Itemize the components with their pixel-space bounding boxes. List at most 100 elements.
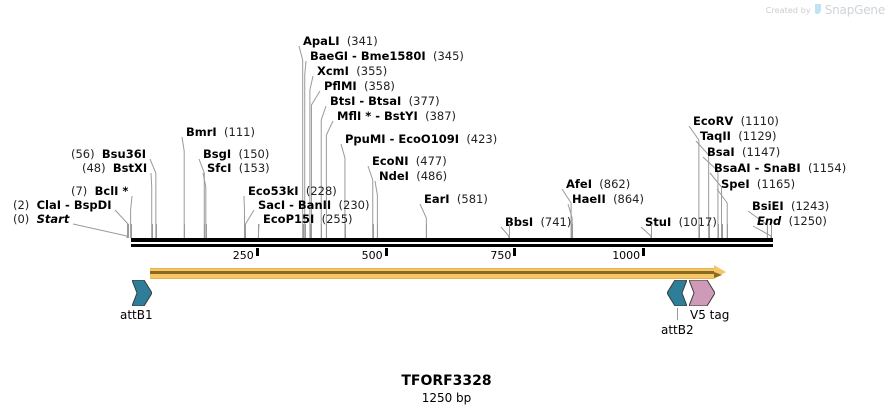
enzyme-label-end[interactable]: End (1250) [757, 215, 827, 227]
enzyme-name-separator: - [355, 94, 369, 108]
restriction-site-tick-xcmi [310, 224, 311, 238]
enzyme-name-separator: - [385, 132, 399, 146]
enzyme-name: ApaLI [303, 34, 340, 48]
restriction-site-tick-start [127, 224, 128, 238]
enzyme-label-bstxi[interactable]: (48) BstXI [82, 162, 147, 174]
enzyme-name-separator: - [371, 109, 385, 123]
enzyme-label-eari[interactable]: EarI (581) [424, 193, 488, 205]
enzyme-name: BsaAI [714, 161, 751, 175]
feature-arrow-attb2[interactable] [667, 280, 687, 306]
feature-arrow-v5-tag[interactable] [689, 280, 715, 306]
enzyme-position: (111) [224, 125, 255, 139]
enzyme-position: (1129) [738, 129, 777, 143]
sequence-backbone-bottom [131, 244, 773, 247]
enzyme-label-bsaai-snabi[interactable]: BsaAI - SnaBI (1154) [714, 162, 846, 174]
enzyme-position: (355) [356, 64, 388, 78]
enzyme-label-xcmi[interactable]: XcmI (355) [317, 65, 387, 77]
enzyme-position: (862) [599, 177, 631, 191]
enzyme-name: PflMI [324, 79, 357, 93]
restriction-site-tick-btsi-btsai [321, 224, 322, 238]
restriction-site-tick-apali [303, 224, 304, 238]
enzyme-label-btsi-btsai[interactable]: BtsI - BtsaI (377) [330, 95, 440, 107]
enzyme-name: BspDI [73, 198, 112, 212]
enzyme-name: BstXI [112, 161, 148, 175]
feature-arrow-attb1[interactable] [132, 280, 152, 306]
restriction-site-tick-bsgi [204, 224, 205, 238]
enzyme-label-bsai[interactable]: BsaI (1147) [707, 146, 780, 158]
enzyme-position: (486) [416, 169, 448, 183]
enzyme-label-bcli[interactable]: (7) BclI * [71, 185, 128, 197]
restriction-site-tick-bcli [131, 224, 132, 238]
enzyme-label-pflmi[interactable]: PflMI (358) [324, 80, 395, 92]
enzyme-label-bsu36i[interactable]: (56) Bsu36I [71, 148, 146, 160]
enzyme-name: Eco53kI [248, 184, 299, 198]
restriction-site-tick-afei [571, 224, 572, 238]
enzyme-position: (477) [415, 154, 447, 168]
enzyme-label-haeii[interactable]: HaeII (864) [572, 193, 644, 205]
enzyme-name: BtsI [330, 94, 356, 108]
enzyme-label-bsgi[interactable]: BsgI (150) [203, 148, 269, 160]
enzyme-name: BsaI [707, 145, 735, 159]
enzyme-name: Bsu36I [101, 147, 147, 161]
enzyme-name: EcoP15I [263, 212, 315, 226]
enzyme-label-baegi-bme[interactable]: BaeGI - Bme1580I (345) [310, 50, 464, 62]
restriction-site-tick-bsai [718, 224, 719, 238]
enzyme-position: (358) [364, 79, 395, 93]
enzyme-position: (56) [71, 147, 95, 161]
enzyme-position: (1147) [741, 145, 781, 159]
ruler-label-750: 750 [490, 249, 512, 262]
sequence-length-label: 1250 bp [421, 391, 472, 405]
enzyme-label-mfli-bstyi[interactable]: MflI * - BstYI (387) [337, 110, 456, 122]
enzyme-label-saci-banii[interactable]: SacI - BanII (230) [258, 199, 369, 211]
ruler-tick-500 [384, 248, 388, 256]
feature-label-v5-tag: V5 tag [690, 308, 730, 322]
enzyme-label-ecorv[interactable]: EcoRV (1110) [693, 115, 779, 127]
enzyme-label-bbsi[interactable]: BbsI (741) [505, 216, 571, 228]
enzyme-label-apali[interactable]: ApaLI (341) [303, 35, 378, 47]
enzyme-position: (377) [408, 94, 440, 108]
enzyme-name: End [757, 214, 782, 228]
restriction-site-tick-ppumi-eco [345, 224, 346, 238]
enzyme-label-econi[interactable]: EcoNI (477) [372, 155, 447, 167]
ruler-tick-250 [255, 248, 259, 256]
enzyme-label-bmri[interactable]: BmrI (111) [186, 126, 255, 138]
enzyme-name: BclI * [94, 184, 129, 198]
enzyme-label-ndei[interactable]: NdeI (486) [379, 170, 447, 182]
enzyme-name: EcoNI [372, 154, 409, 168]
enzyme-label-spei[interactable]: SpeI (1165) [721, 178, 795, 190]
enzyme-position: (581) [456, 192, 488, 206]
watermark-created-by-label: Created by [765, 5, 811, 15]
enzyme-label-clai-bspdi[interactable]: (2) ClaI - BspDI [13, 199, 111, 211]
ruler-tick-1000 [642, 248, 646, 256]
enzyme-name-separator: - [750, 161, 764, 175]
restriction-site-tick-ecorv [699, 224, 700, 238]
enzyme-label-start[interactable]: (0) Start [13, 213, 69, 225]
restriction-site-tick-ndei [377, 224, 378, 238]
enzyme-position: (255) [321, 212, 353, 226]
restriction-site-tick-econi [373, 224, 374, 238]
snapgene-logo-icon [814, 4, 822, 16]
enzyme-name: HaeII [572, 192, 606, 206]
enzyme-label-taqii[interactable]: TaqII (1129) [700, 130, 776, 142]
page-title: TFORF3328 [401, 373, 492, 389]
enzyme-label-stui[interactable]: StuI (1017) [645, 216, 717, 228]
enzyme-name-separator: - [61, 198, 74, 212]
enzyme-position: (1154) [807, 161, 847, 175]
enzyme-label-ecop15i[interactable]: EcoP15I (255) [263, 213, 353, 225]
enzyme-position: (387) [425, 109, 457, 123]
enzyme-position: (230) [338, 198, 370, 212]
enzyme-label-sfci[interactable]: SfcI (153) [207, 162, 270, 174]
enzyme-position: (2) [13, 198, 30, 212]
snapgene-watermark: Created by SnapGene [766, 3, 885, 17]
restriction-site-tick-bsu36i [156, 224, 157, 238]
ruler-label-250: 250 [232, 249, 254, 262]
enzyme-label-eco53ki[interactable]: Eco53kI (228) [248, 185, 337, 197]
restriction-site-tick-stui [651, 224, 652, 238]
enzyme-label-afei[interactable]: AfeI (862) [566, 178, 630, 190]
enzyme-label-ppumi-eco[interactable]: PpuMI - EcoO109I (423) [345, 133, 497, 145]
enzyme-name: BanII [297, 198, 332, 212]
restriction-site-tick-pflmi [311, 224, 312, 238]
enzyme-label-bsiei[interactable]: BsiEI (1243) [752, 200, 829, 212]
enzyme-name: Bme1580I [360, 49, 426, 63]
